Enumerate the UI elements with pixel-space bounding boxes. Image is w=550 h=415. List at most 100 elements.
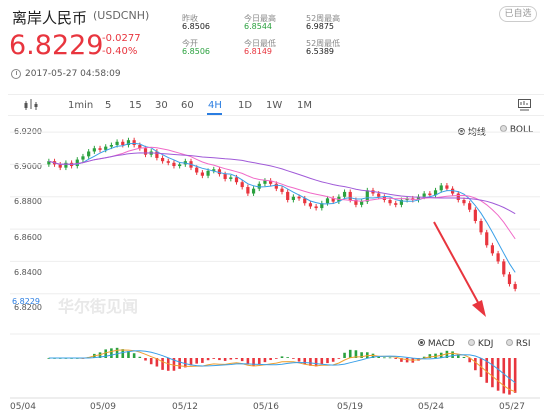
macd-bar — [206, 358, 210, 361]
x-tick-label: 05/09 — [90, 402, 116, 412]
macd-bar — [348, 349, 352, 358]
tab-1w[interactable]: 1W — [266, 100, 283, 111]
candle-body — [160, 157, 165, 162]
macd-bar — [456, 354, 460, 358]
tab-1m[interactable]: 1M — [297, 100, 312, 111]
macd-bar — [343, 352, 346, 358]
ma-option[interactable]: 均线 — [458, 125, 486, 138]
rsi-option-label: RSI — [515, 339, 531, 349]
fullscreen-icon[interactable] — [518, 99, 531, 111]
candle-body — [58, 164, 62, 168]
tab-30[interactable]: 30 — [155, 100, 168, 111]
tab-15[interactable]: 15 — [129, 100, 142, 111]
candle-body — [485, 232, 489, 246]
x-tick-label: 05/19 — [337, 402, 363, 412]
macd-bar — [263, 358, 267, 363]
macd-bar — [491, 358, 494, 388]
macd-bar — [229, 358, 233, 360]
candle-body — [115, 141, 119, 146]
macd-bar — [275, 358, 278, 359]
stat-label: 52周最低 — [306, 39, 341, 48]
macd-bar — [383, 357, 386, 359]
annotation-arrow — [433, 221, 481, 307]
candle-style-icon[interactable] — [24, 99, 38, 111]
macd-option[interactable]: MACD — [418, 339, 455, 349]
candle-body — [81, 156, 85, 160]
candle-body — [348, 191, 352, 200]
y-tick-label: 6.8600 — [14, 233, 42, 242]
macd-bar — [354, 350, 358, 358]
candle-body — [143, 148, 148, 155]
candle-body — [138, 145, 142, 149]
stat-value: 6.8149 — [244, 47, 272, 56]
macd-bar — [161, 358, 164, 370]
stat-label: 今日最高 — [244, 14, 276, 23]
tab-1d[interactable]: 1D — [238, 100, 253, 111]
y-tick-label: 6.8400 — [14, 268, 42, 277]
kdj-option-label: KDJ — [477, 339, 494, 349]
kdj-option[interactable]: KDJ — [468, 339, 493, 349]
macd-bar — [405, 358, 409, 363]
macd-bar — [468, 358, 471, 363]
candle-body — [394, 203, 398, 205]
macd-bar — [337, 358, 341, 359]
candle-body — [439, 185, 443, 191]
candle-body — [246, 187, 250, 194]
y-tick-label: 6.9000 — [14, 162, 42, 171]
macd-bar — [172, 358, 176, 371]
ma30-line — [48, 152, 516, 215]
radio-selected-icon — [418, 339, 425, 346]
candle-body — [109, 145, 113, 147]
tab-1min[interactable]: 1min — [68, 100, 94, 111]
macd-dea-line — [48, 350, 516, 384]
tab-5[interactable]: 5 — [105, 100, 112, 111]
x-tick-label: 05/24 — [418, 402, 444, 412]
macd-bar — [513, 358, 517, 393]
macd-bar — [303, 358, 307, 365]
stat-label: 昨收 — [182, 14, 198, 23]
candle-body — [291, 196, 295, 200]
boll-option[interactable]: BOLL — [500, 125, 533, 135]
macd-bar — [269, 358, 272, 361]
macd-bar — [360, 352, 363, 358]
candle-body — [240, 182, 244, 188]
candle-body — [433, 190, 438, 196]
candle-body — [178, 164, 182, 167]
candle-body — [297, 196, 301, 199]
macd-bar — [496, 358, 500, 391]
candle-body — [320, 203, 324, 209]
macd-bar — [184, 358, 187, 368]
candle-body — [75, 159, 79, 167]
macd-bar — [189, 358, 193, 366]
candle-body — [416, 196, 421, 200]
clock-icon — [11, 69, 21, 79]
candle-body — [263, 180, 267, 184]
macd-bar — [246, 358, 250, 365]
macd-bar — [195, 358, 198, 364]
macd-bar — [155, 358, 159, 367]
macd-bar — [485, 358, 489, 383]
macd-bar — [474, 358, 477, 371]
candle-body — [473, 209, 477, 221]
macd-bar — [149, 358, 153, 365]
tab-4h[interactable]: 4H — [208, 100, 222, 111]
macd-bar — [314, 358, 318, 367]
macd-bar — [138, 356, 142, 358]
candle-body — [47, 161, 51, 165]
candle-body — [172, 162, 176, 167]
candle-body — [445, 185, 449, 189]
candle-body — [490, 245, 495, 254]
candle-body — [64, 162, 68, 168]
tab-60[interactable]: 60 — [181, 100, 194, 111]
x-tick-label: 05/04 — [10, 402, 36, 412]
page-title: 离岸人民币 — [12, 9, 88, 27]
rsi-option[interactable]: RSI — [506, 339, 531, 349]
macd-bar — [223, 358, 227, 361]
watchlist-button[interactable]: 已自选 — [499, 6, 537, 22]
macd-bar — [445, 350, 449, 358]
candle-body — [166, 161, 170, 163]
x-tick-label: 05/12 — [172, 402, 198, 412]
macd-bar — [257, 358, 261, 365]
candle-body — [200, 172, 204, 176]
